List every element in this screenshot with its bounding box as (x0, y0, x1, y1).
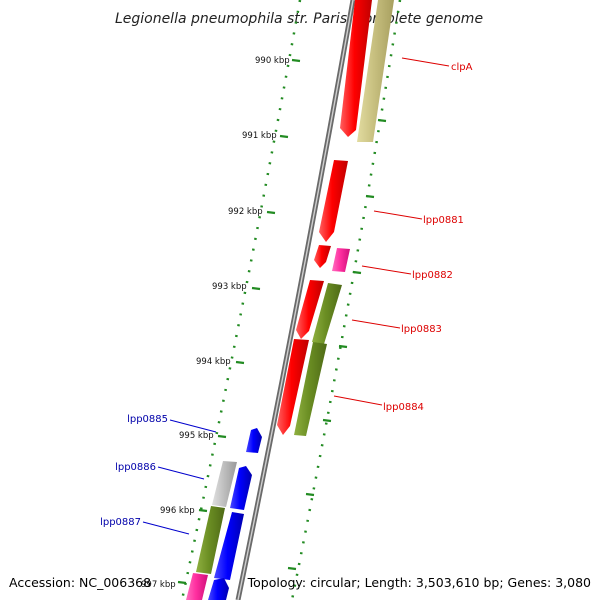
tick-label-997: 997 kbp (141, 580, 176, 590)
feature-pink-lpp0882 (332, 248, 350, 272)
tick-label-993: 993 kbp (212, 282, 247, 292)
tick-995 (217, 434, 227, 439)
gene-label-lpp0887: lpp0887 (100, 517, 141, 528)
gene-label-lpp0882: lpp0882 (412, 270, 453, 281)
genome-backbone-highlight (237, 0, 354, 600)
gene-label-lpp0885: lpp0885 (127, 414, 168, 425)
gene-lpp0885 (246, 428, 262, 453)
tick-label-994: 994 kbp (196, 357, 231, 367)
gene-lpp0881 (319, 160, 348, 242)
feature-olive-lpp0883 (312, 283, 342, 344)
tick-labels: 990 kbp 991 kbp 992 kbp 993 kbp 994 kbp … (141, 56, 290, 590)
tick-996 (198, 508, 208, 513)
tick-993 (251, 286, 261, 291)
gene-lpp0887 (214, 512, 244, 580)
feature-olive-lpp0884 (294, 342, 327, 436)
feature-olive-lpp0887 (196, 506, 225, 574)
topology-text: Topology: circular; Length: 3,503,610 bp… (247, 575, 591, 590)
reverse-strand-features (186, 428, 262, 600)
gene-lpp0883 (296, 280, 324, 339)
gene-label-clpA: clpA (451, 62, 473, 73)
feature-pink-bottom (186, 573, 208, 600)
gene-lpp0882 (314, 245, 331, 268)
feature-grey-lpp0886 (212, 461, 237, 507)
gene-label-lpp0881: lpp0881 (423, 215, 464, 226)
gene-labels: clpA lpp0881 lpp0882 lpp0883 lpp0884 lpp… (100, 62, 473, 528)
forward-strand-features (277, 0, 394, 436)
tick-label-992: 992 kbp (228, 207, 263, 217)
gene-label-lpp0886: lpp0886 (115, 462, 156, 473)
outer-ticks (287, 118, 387, 571)
label-leaders (142, 57, 450, 535)
tick-991 (279, 134, 289, 139)
gene-blue-bottom (208, 578, 229, 600)
tick-997 (177, 580, 187, 585)
gene-lpp0886 (230, 466, 252, 510)
gene-clpA (340, 0, 372, 137)
gene-label-lpp0883: lpp0883 (401, 324, 442, 335)
kbp-ticks (177, 58, 301, 585)
map-title: Legionella pneumophila str. Paris, compl… (115, 11, 483, 27)
gene-label-lpp0884: lpp0884 (383, 402, 424, 413)
tick-label-990: 990 kbp (255, 56, 290, 66)
feature-tan (357, 0, 394, 142)
tick-label-996: 996 kbp (160, 506, 195, 516)
accession-text: Accession: NC_006368 (9, 575, 151, 590)
tick-994 (235, 360, 245, 365)
gene-lpp0884 (277, 339, 309, 435)
tick-992 (266, 210, 276, 215)
tick-label-991: 991 kbp (242, 131, 277, 141)
tick-label-995: 995 kbp (179, 431, 214, 441)
tick-990 (291, 58, 301, 63)
